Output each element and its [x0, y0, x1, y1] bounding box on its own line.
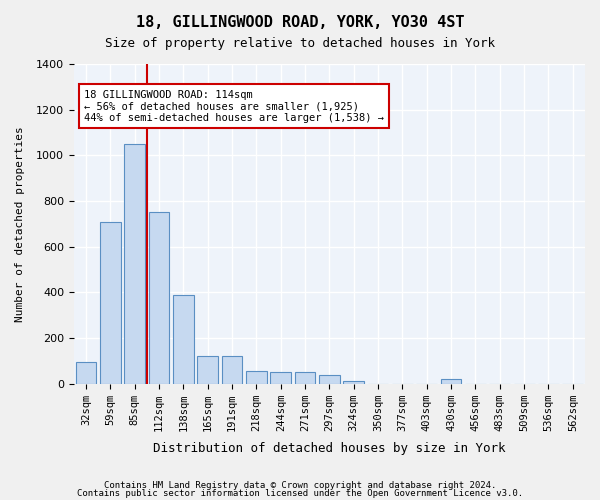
Text: 18, GILLINGWOOD ROAD, YORK, YO30 4ST: 18, GILLINGWOOD ROAD, YORK, YO30 4ST: [136, 15, 464, 30]
X-axis label: Distribution of detached houses by size in York: Distribution of detached houses by size …: [153, 442, 506, 455]
Bar: [124, 144, 145, 384]
Bar: [76, 362, 97, 384]
Bar: [271, 372, 291, 384]
Bar: [295, 372, 316, 384]
Bar: [100, 222, 121, 384]
Bar: [343, 382, 364, 384]
Y-axis label: Number of detached properties: Number of detached properties: [15, 126, 25, 322]
Bar: [149, 212, 169, 384]
Bar: [441, 379, 461, 384]
Bar: [319, 374, 340, 384]
Text: Size of property relative to detached houses in York: Size of property relative to detached ho…: [105, 38, 495, 51]
Bar: [197, 356, 218, 384]
Text: Contains public sector information licensed under the Open Government Licence v3: Contains public sector information licen…: [77, 488, 523, 498]
Bar: [222, 356, 242, 384]
Bar: [173, 294, 194, 384]
Bar: [246, 371, 267, 384]
Text: 18 GILLINGWOOD ROAD: 114sqm
← 56% of detached houses are smaller (1,925)
44% of : 18 GILLINGWOOD ROAD: 114sqm ← 56% of det…: [84, 90, 384, 123]
Text: Contains HM Land Registry data © Crown copyright and database right 2024.: Contains HM Land Registry data © Crown c…: [104, 481, 496, 490]
